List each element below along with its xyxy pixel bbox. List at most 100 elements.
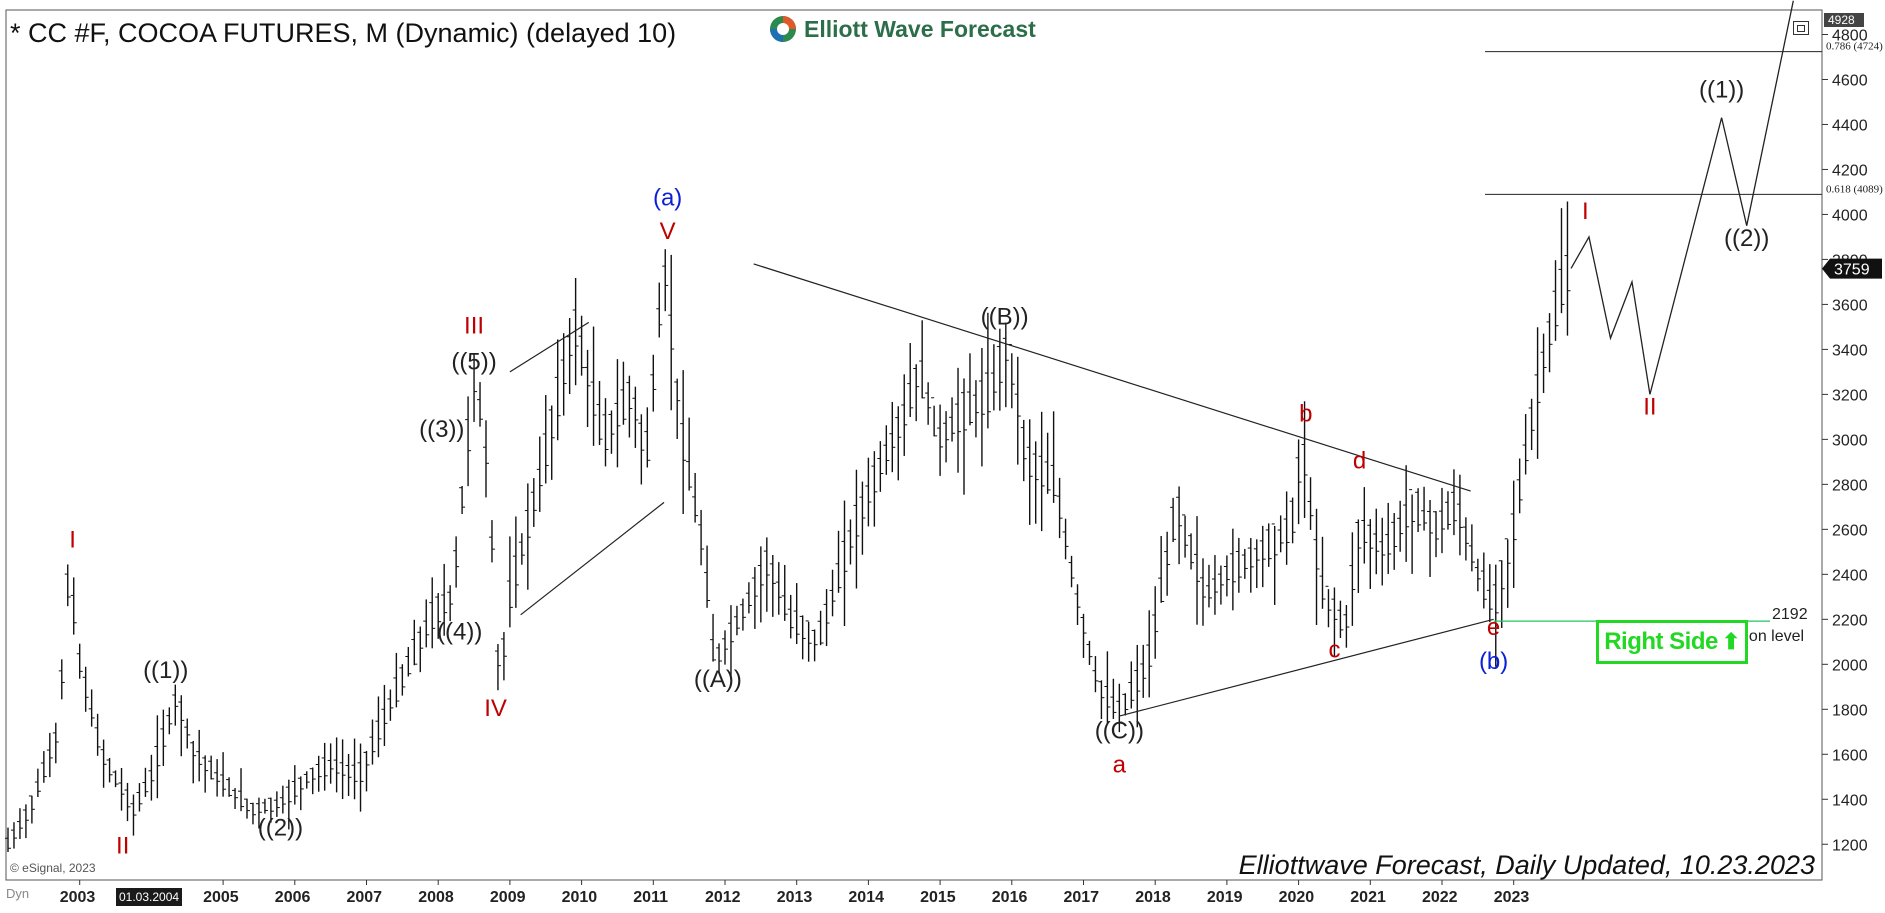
- y-tick-label: 2600: [1832, 522, 1868, 539]
- ohlc-bar: [614, 359, 621, 468]
- ohlc-bar: [1301, 401, 1308, 518]
- ohlc-bar: [172, 684, 179, 726]
- ohlc-bar: [530, 478, 537, 527]
- esignal-copyright: © eSignal, 2023: [10, 861, 96, 875]
- ohlc-bar: [966, 353, 973, 426]
- ohlc-bar: [506, 536, 513, 628]
- ohlc-bar: [1343, 605, 1350, 648]
- right-side-label: Right Side: [1604, 628, 1718, 655]
- ohlc-bar: [471, 353, 478, 422]
- wave-label: V: [660, 218, 676, 245]
- ohlc-bar: [482, 420, 489, 498]
- wave-label: e: [1487, 614, 1500, 641]
- ohlc-bar: [357, 743, 364, 812]
- wave-label: II: [1643, 394, 1656, 421]
- ohlc-bar: [1391, 513, 1398, 570]
- ohlc-bar: [1361, 487, 1368, 564]
- ohlc-bar: [1486, 564, 1493, 623]
- ohlc-bar: [644, 407, 651, 468]
- ohlc-bar: [22, 804, 29, 839]
- ohlc-bar: [721, 630, 728, 665]
- ohlc-bar: [238, 768, 245, 812]
- ohlc-bar: [1098, 680, 1105, 720]
- ohlc-bar: [1528, 398, 1535, 451]
- ohlc-bar: [399, 664, 406, 696]
- ohlc-bar: [1498, 560, 1505, 628]
- ohlc-bar: [1259, 525, 1266, 588]
- ohlc-bar: [1146, 610, 1153, 698]
- ohlc-bar: [339, 739, 346, 800]
- ohlc-bar: [315, 755, 322, 792]
- ohlc-bar: [793, 583, 800, 645]
- y-tick-label: 1600: [1832, 747, 1868, 764]
- ohlc-bar: [261, 798, 268, 814]
- x-tick-label: 2008: [418, 889, 454, 906]
- ohlc-bar: [590, 326, 597, 446]
- ohlc-bar: [1379, 517, 1386, 586]
- ohlc-bar: [148, 754, 155, 801]
- y-tick-label: 4600: [1832, 72, 1868, 89]
- x-tick-label: 2009: [490, 889, 526, 906]
- wave-label: a: [1113, 751, 1127, 778]
- ohlc-bar: [1002, 322, 1009, 408]
- wave-label: d: [1353, 448, 1366, 475]
- wave-label: ((C)): [1095, 718, 1144, 745]
- ohlc-bar: [692, 472, 699, 523]
- ohlc-bar: [656, 282, 663, 338]
- x-tick-label: 2006: [275, 889, 311, 906]
- ohlc-bar: [136, 783, 143, 812]
- ohlc-bar: [1170, 497, 1177, 542]
- x-tick-label: 2022: [1422, 889, 1458, 906]
- ohlc-bar: [1307, 477, 1314, 530]
- y-tick-label: 2800: [1832, 477, 1868, 494]
- ohlc-bar: [1337, 600, 1344, 638]
- ohlc-bar: [184, 718, 191, 749]
- ohlc-bar: [178, 695, 185, 757]
- ohlc-bar: [226, 777, 233, 797]
- ohlc-bar: [76, 643, 83, 679]
- ohlc-bar: [960, 378, 967, 495]
- ohlc-bar: [1355, 519, 1362, 593]
- ohlc-bar: [255, 797, 262, 829]
- ohlc-bar: [58, 659, 65, 700]
- ohlc-bar: [196, 729, 203, 782]
- ohlc-bar: [459, 485, 466, 515]
- footer-caption: Elliottwave Forecast, Daily Updated, 10.…: [1238, 850, 1815, 880]
- wave-label: ((4)): [437, 619, 482, 646]
- ohlc-bar: [745, 582, 752, 614]
- y-tick-label: 4400: [1832, 117, 1868, 134]
- y-tick-label: 3000: [1832, 432, 1868, 449]
- y-tick-label: 3200: [1832, 387, 1868, 404]
- ohlc-bar: [190, 740, 197, 784]
- ohlc-bar: [632, 386, 639, 448]
- ohlc-bar: [1427, 499, 1434, 578]
- x-tick-label: 2005: [203, 889, 239, 906]
- ohlc-bar: [1110, 678, 1117, 719]
- wave-label: ((B)): [981, 304, 1029, 331]
- ohlc-bar: [494, 643, 501, 691]
- wave-label: ((1)): [1699, 76, 1744, 103]
- ohlc-bar: [1152, 586, 1159, 659]
- ohlc-bar: [1265, 523, 1272, 567]
- ohlc-bar: [1444, 491, 1451, 530]
- current-price-tag: [1822, 258, 1882, 279]
- ohlc-bar: [596, 381, 603, 446]
- x-tick-label: 2010: [562, 889, 598, 906]
- ohlc-bar: [913, 364, 920, 422]
- ohlc-bar: [638, 414, 645, 485]
- x-tick-label: 2023: [1494, 889, 1530, 906]
- ohlc-bar: [823, 589, 830, 647]
- ohlc-bar: [345, 753, 352, 796]
- window-restore-icon[interactable]: [1793, 21, 1809, 35]
- x-tick-label: 2014: [848, 889, 884, 906]
- ohlc-bar: [943, 411, 950, 463]
- ohlc-bar: [327, 743, 334, 784]
- ohlc-bar: [1271, 523, 1278, 605]
- ohlc-bar: [984, 312, 991, 429]
- ohlc-bar: [429, 577, 436, 649]
- ohlc-bar: [387, 689, 394, 721]
- trendline: [509, 321, 590, 373]
- ohlc-bar: [1325, 585, 1332, 628]
- cursor-date-badge: 01.03.2004: [116, 888, 183, 906]
